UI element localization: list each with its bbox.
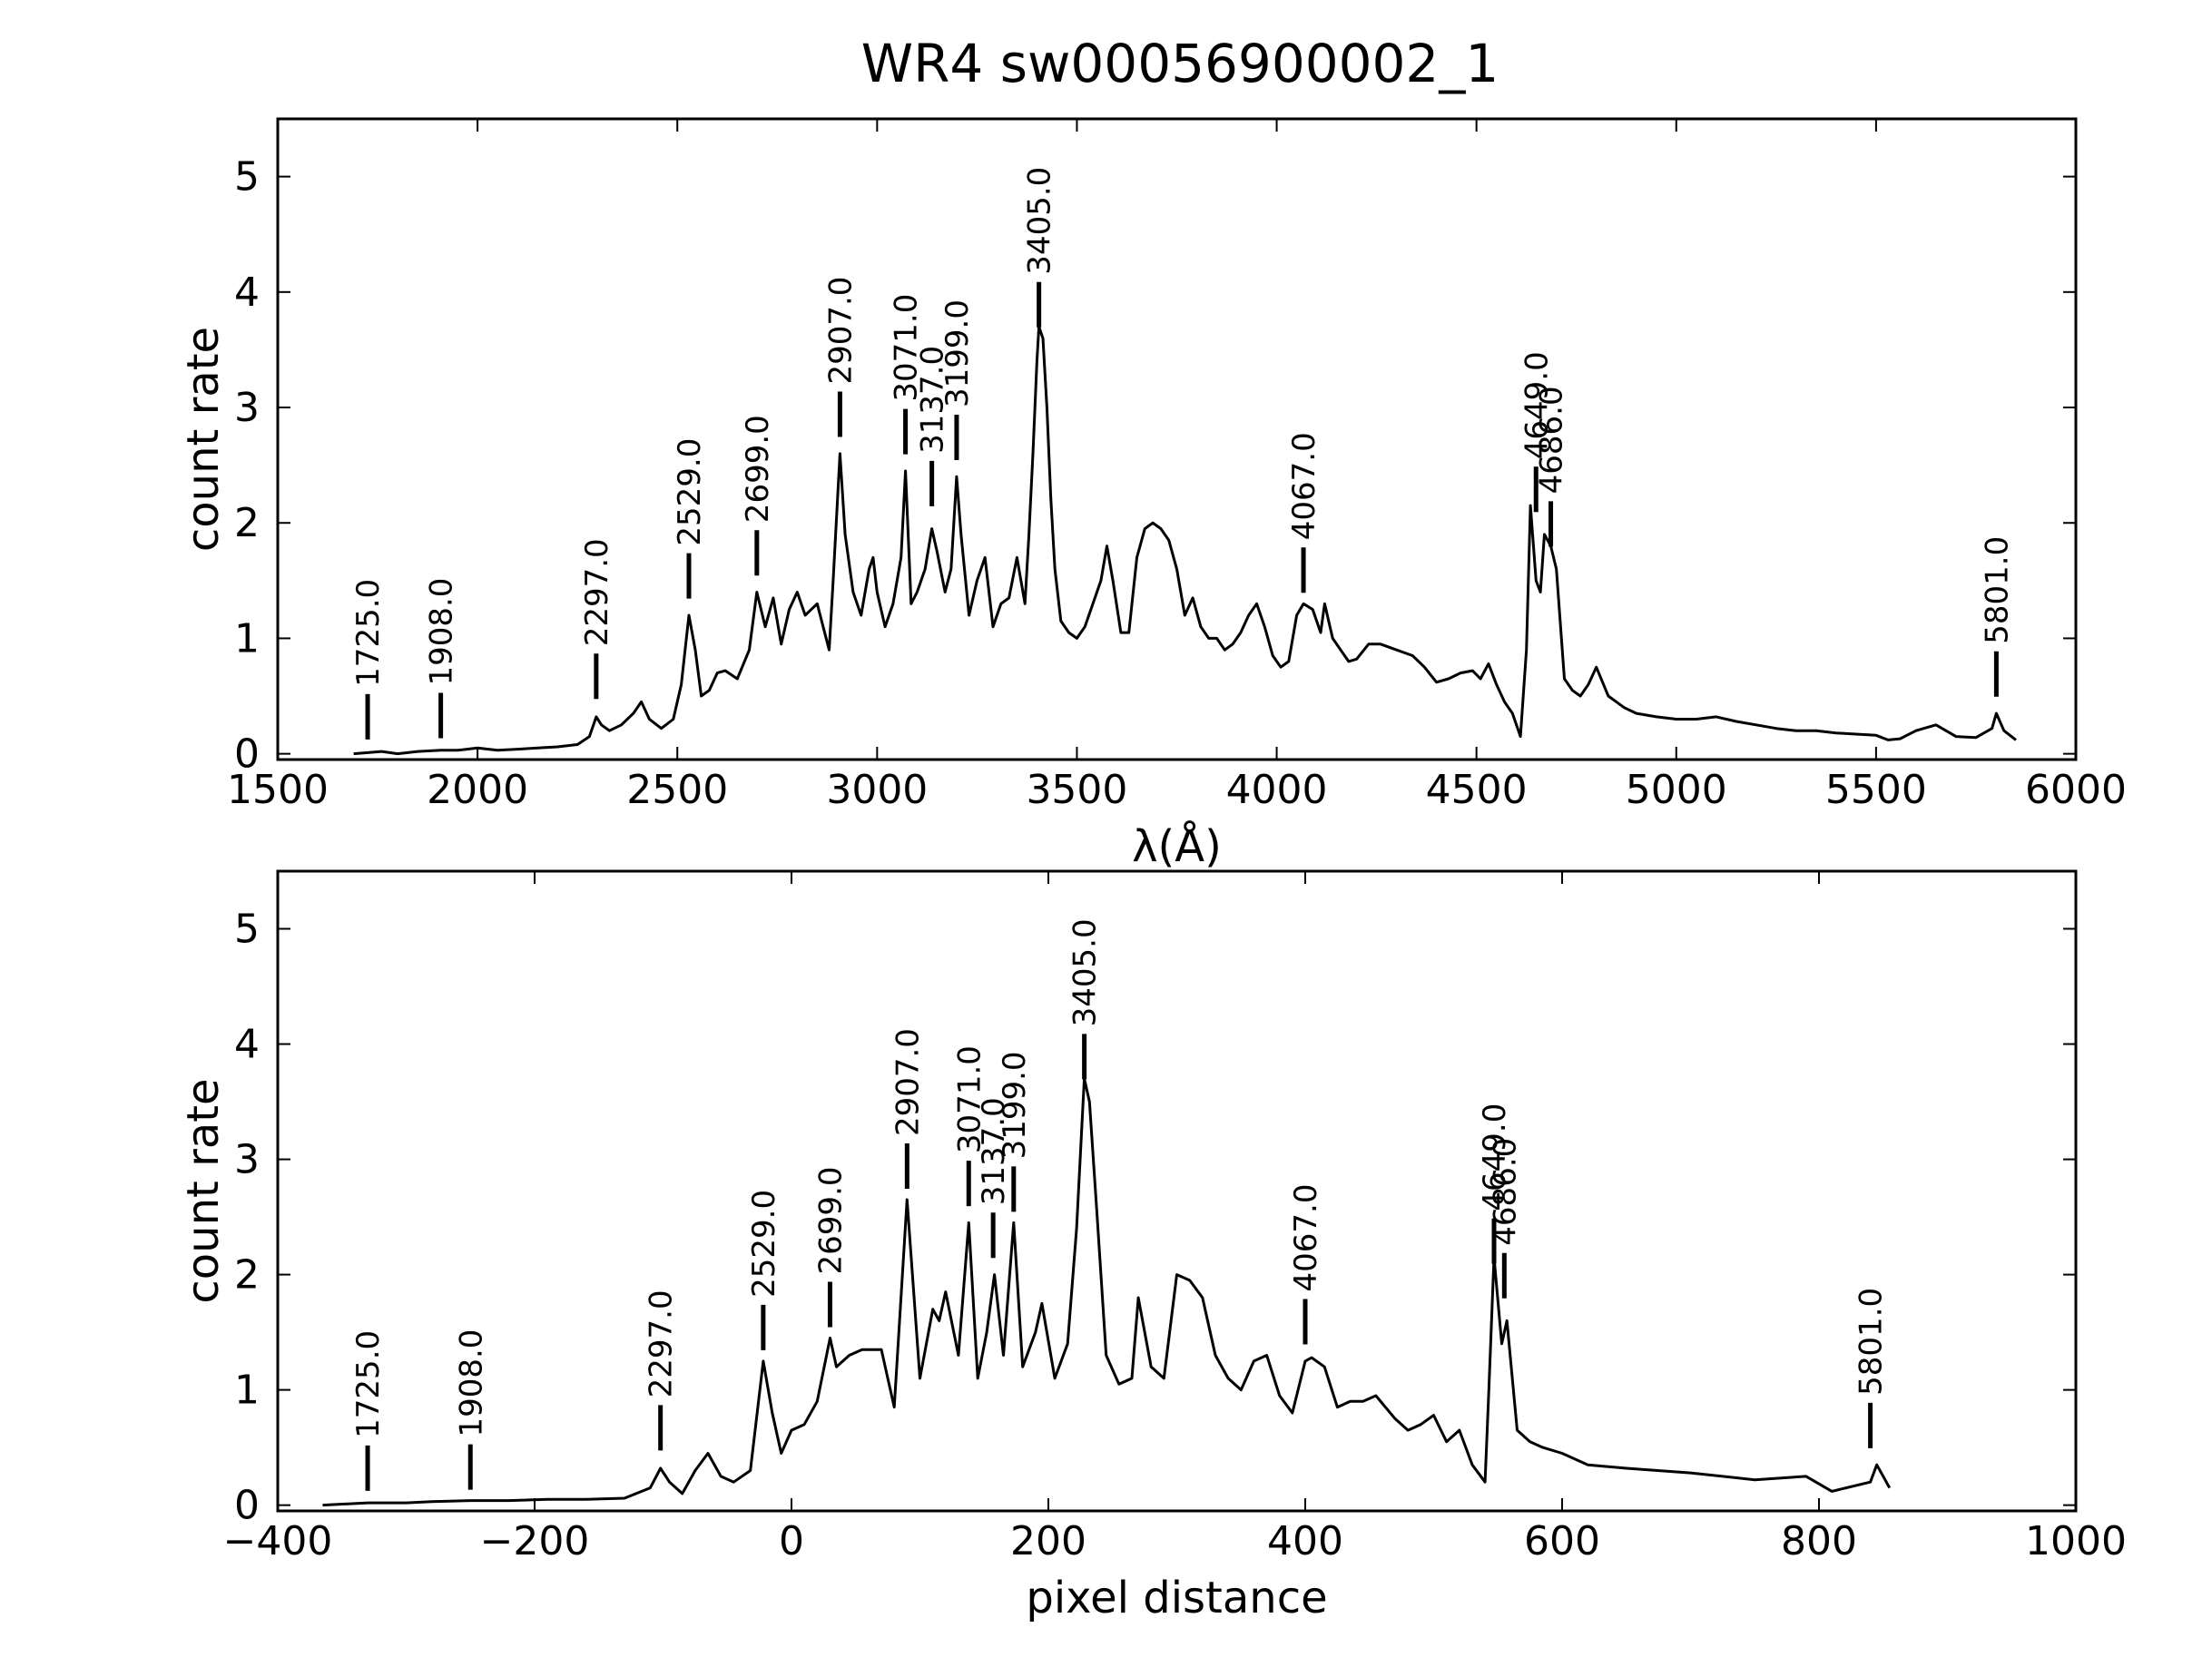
- line-marker-label: 3137.0: [915, 346, 951, 454]
- y-tick-label: 1: [234, 1368, 260, 1414]
- figure-title: WR4 sw00056900002_1: [861, 33, 1499, 94]
- y-axis-label: count rate: [178, 327, 229, 552]
- line-marker-label: 3137.0: [976, 1097, 1012, 1205]
- x-axis-label: λ(Å): [1132, 820, 1222, 872]
- y-tick-label: 3: [234, 1137, 260, 1183]
- line-marker-label: 1908.0: [453, 1329, 489, 1437]
- line-marker-label: 4686.0: [1487, 1138, 1523, 1246]
- line-marker-label: 3199.0: [997, 1051, 1033, 1159]
- x-axis-label: pixel distance: [1026, 1573, 1327, 1623]
- line-marker-label: 2699.0: [740, 415, 776, 523]
- y-tick-label: 0: [234, 1483, 260, 1529]
- x-tick-label: 4000: [1226, 767, 1328, 813]
- line-marker-label: 2529.0: [746, 1190, 782, 1298]
- line-marker-label: 2699.0: [812, 1166, 849, 1274]
- x-tick-label: 600: [1524, 1518, 1600, 1564]
- line-marker-label: 2907.0: [822, 277, 859, 385]
- line-marker-label: 3071.0: [889, 294, 925, 402]
- x-tick-label: 2000: [427, 767, 528, 813]
- y-tick-label: 2: [234, 1252, 260, 1299]
- line-marker-label: 3405.0: [1067, 918, 1104, 1026]
- line-marker-label: 2529.0: [672, 438, 708, 546]
- line-marker-label: 2907.0: [890, 1028, 926, 1136]
- y-tick-label: 1: [234, 615, 260, 662]
- x-tick-label: −400: [223, 1518, 333, 1564]
- x-tick-label: −200: [480, 1518, 590, 1564]
- pixel-distance-panel: −400 −200 0 200 400 600 800 1000 0 1 2 3 4 5 pixel dis…: [178, 869, 2127, 1623]
- wavelength-panel: 1500 2000 2500 3000 3500 4000 4500 5000 5500 6000…: [178, 117, 2127, 872]
- x-tick-label: 1500: [227, 767, 329, 813]
- y-tick-label: 4: [234, 270, 260, 316]
- x-tick-label: 0: [779, 1518, 804, 1564]
- x-tick-label: 6000: [2025, 767, 2127, 813]
- line-marker-label: 4649.0: [1519, 351, 1555, 459]
- x-tick-label: 5500: [1825, 767, 1927, 813]
- line-marker-label: 4686.0: [1534, 386, 1570, 494]
- axes-frame: [276, 117, 2078, 761]
- y-tick-label: 4: [234, 1022, 260, 1068]
- line-marker-label: 4649.0: [1477, 1103, 1513, 1211]
- y-tick-label: 0: [234, 731, 260, 778]
- x-tick-label: 3500: [1026, 767, 1127, 813]
- x-tick-label: 200: [1010, 1518, 1086, 1564]
- x-tick-label: 800: [1781, 1518, 1857, 1564]
- spectrum-line: [353, 325, 2017, 756]
- x-tick-label: 4500: [1426, 767, 1528, 813]
- line-marker-label: 1725.0: [350, 579, 387, 687]
- line-marker-label: 2297.0: [579, 538, 615, 646]
- y-tick-label: 5: [234, 907, 260, 953]
- line-marker-label: 1908.0: [424, 578, 460, 686]
- x-tick-label: 400: [1267, 1518, 1343, 1564]
- x-tick-label: 2500: [626, 767, 728, 813]
- y-tick-label: 5: [234, 154, 260, 201]
- line-marker-label: 5801.0: [1979, 536, 2015, 644]
- y-axis-label: count rate: [178, 1078, 229, 1303]
- x-tick-label: 3000: [826, 767, 928, 813]
- y-tick-label: 2: [234, 500, 260, 546]
- y-tick-label: 3: [234, 385, 260, 431]
- line-marker-label: 3199.0: [939, 299, 976, 407]
- line-marker-label: 3405.0: [1022, 167, 1058, 275]
- spectrum-line: [322, 1077, 1892, 1507]
- x-tick-label: 5000: [1626, 767, 1727, 813]
- line-marker-label: 3071.0: [951, 1045, 988, 1153]
- line-marker-label: 1725.0: [350, 1330, 387, 1438]
- line-marker-label: 4067.0: [1286, 432, 1322, 540]
- line-marker-label: 5801.0: [1853, 1288, 1890, 1396]
- axes-frame: [276, 869, 2078, 1513]
- line-marker-label: 4067.0: [1288, 1184, 1324, 1292]
- line-marker-label: 2297.0: [644, 1289, 680, 1397]
- x-tick-label: 1000: [2025, 1518, 2127, 1564]
